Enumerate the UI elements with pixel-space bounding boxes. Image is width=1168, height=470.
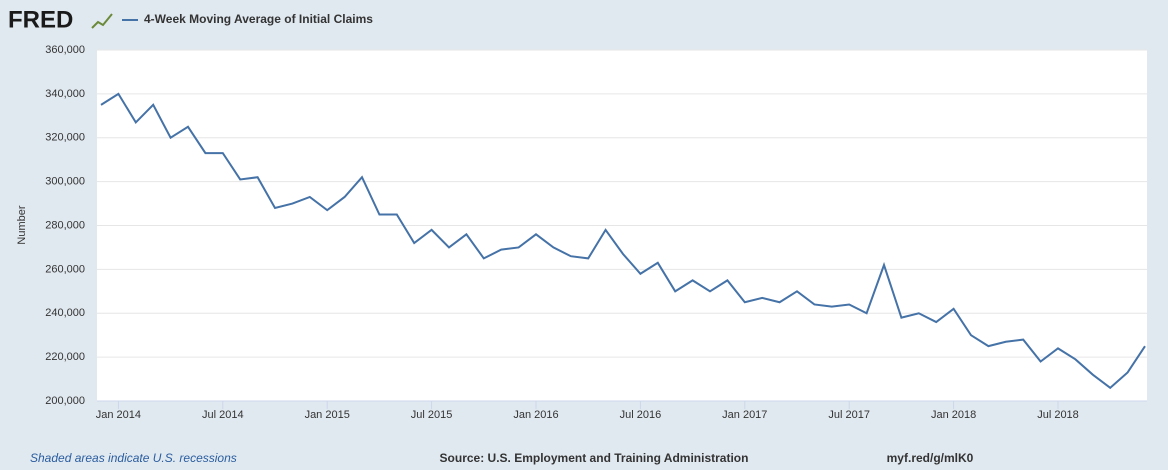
line-series xyxy=(100,92,1146,390)
x-tick-label: Jan 2017 xyxy=(722,409,767,421)
source: Source: U.S. Employment and Training Adm… xyxy=(440,451,749,465)
x-tick-label: Jan 2014 xyxy=(96,409,141,421)
y-tick-label: 260,000 xyxy=(45,263,85,275)
y-tick-label: 280,000 xyxy=(45,219,85,231)
y-tick-label: 300,000 xyxy=(45,176,85,188)
x-tick-label: Jul 2018 xyxy=(1037,409,1079,421)
x-tick-label: Jul 2017 xyxy=(828,409,870,421)
legend-label: 4-Week Moving Average of Initial Claims xyxy=(144,12,373,26)
logo-icon xyxy=(91,13,113,29)
y-tick-label: 220,000 xyxy=(45,351,85,363)
logo: FRED xyxy=(8,6,73,33)
y-tick-label: 200,000 xyxy=(45,395,85,407)
y-axis-label: Number xyxy=(16,205,28,244)
x-tick-label: Jan 2016 xyxy=(513,409,558,421)
y-tick-label: 320,000 xyxy=(45,132,85,144)
x-tick-label: Jan 2015 xyxy=(305,409,350,421)
y-tick-label: 240,000 xyxy=(45,307,85,319)
x-tick-label: Jul 2015 xyxy=(411,409,453,421)
x-tick-label: Jan 2018 xyxy=(931,409,976,421)
recession-note[interactable]: Shaded areas indicate U.S. recessions xyxy=(30,451,237,465)
y-tick-label: 360,000 xyxy=(45,44,85,56)
x-tick-label: Jul 2016 xyxy=(620,409,662,421)
x-tick-label: Jul 2014 xyxy=(202,409,244,421)
link[interactable]: myf.red/g/mlK0 xyxy=(887,451,974,465)
y-tick-label: 340,000 xyxy=(45,88,85,100)
